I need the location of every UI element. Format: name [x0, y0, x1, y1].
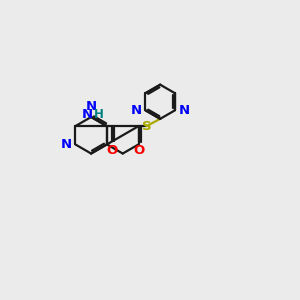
Text: O: O: [106, 143, 117, 157]
Text: N: N: [60, 138, 71, 151]
Text: N: N: [179, 104, 190, 117]
Text: N: N: [130, 104, 142, 117]
Text: S: S: [142, 120, 151, 133]
Text: N: N: [85, 100, 97, 113]
Text: N: N: [82, 108, 93, 121]
Text: H: H: [94, 108, 104, 121]
Text: O: O: [133, 144, 144, 158]
